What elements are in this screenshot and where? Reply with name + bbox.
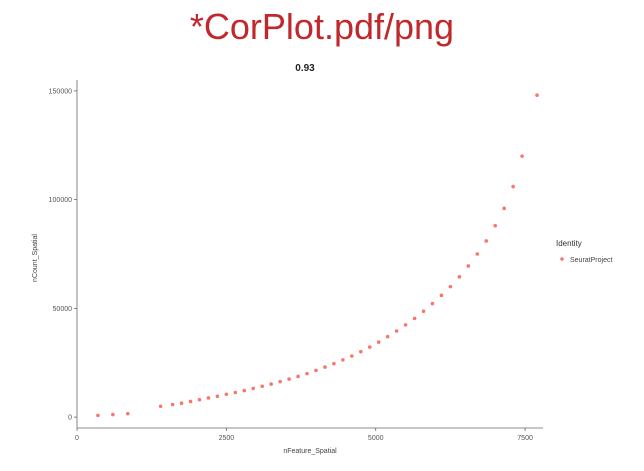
data-point — [385, 334, 390, 339]
x-axis-ticks: 0 2500 5000 7500 — [75, 428, 533, 442]
y-tick-label: 0 — [68, 415, 72, 422]
data-point — [242, 388, 247, 393]
data-point — [394, 329, 399, 333]
data-point — [287, 377, 291, 381]
data-point — [170, 402, 175, 407]
data-points — [96, 93, 539, 418]
data-point — [358, 349, 363, 354]
data-point — [520, 154, 524, 158]
y-axis-ticks: 0 50000 100000 150000 — [49, 88, 77, 422]
data-point — [439, 293, 444, 298]
data-point — [158, 404, 163, 409]
data-point — [376, 340, 381, 344]
data-point — [125, 411, 130, 416]
data-point — [535, 93, 539, 98]
data-point — [350, 354, 354, 358]
data-point — [367, 345, 372, 349]
data-point — [296, 374, 300, 379]
data-point — [179, 401, 184, 406]
slide-title: *CorPlot.pdf/png — [189, 6, 455, 47]
data-point — [341, 358, 345, 362]
data-point — [197, 397, 202, 402]
y-axis-label: nCount_Spatial — [32, 234, 39, 282]
data-point — [323, 365, 327, 369]
data-point — [457, 275, 462, 279]
data-point — [269, 382, 273, 386]
legend-label-seuratproject: SeuratProject — [570, 257, 612, 264]
data-point — [493, 223, 498, 228]
data-point — [484, 239, 489, 243]
data-point — [403, 323, 408, 327]
legend-key-swatch — [560, 257, 564, 261]
data-point — [332, 361, 336, 366]
data-point — [111, 412, 115, 417]
data-point — [96, 413, 100, 418]
data-point — [466, 264, 471, 268]
data-point — [305, 371, 309, 376]
y-tick-label: 100000 — [49, 197, 72, 204]
data-point — [421, 309, 426, 314]
data-point — [412, 316, 417, 321]
y-tick-label: 50000 — [53, 306, 73, 313]
legend: Identity SeuratProject — [556, 239, 612, 264]
data-point — [260, 384, 265, 389]
data-point — [215, 394, 220, 399]
x-axis-label: nFeature_Spatial — [283, 448, 337, 455]
x-tick-label: 5000 — [368, 435, 384, 442]
data-point — [188, 399, 193, 404]
data-point — [448, 284, 453, 289]
data-point — [206, 396, 211, 400]
data-point — [314, 368, 318, 373]
x-tick-label: 0 — [75, 435, 79, 442]
data-point — [233, 390, 238, 395]
x-tick-label: 7500 — [517, 435, 533, 442]
data-point — [511, 184, 515, 189]
data-point — [278, 379, 282, 384]
data-point — [251, 386, 256, 391]
x-tick-label: 2500 — [219, 435, 235, 442]
data-point — [224, 392, 229, 397]
legend-title: Identity — [556, 239, 582, 248]
data-point — [475, 252, 480, 256]
data-point — [502, 206, 506, 211]
plot-title: 0.93 — [295, 63, 315, 74]
data-point — [430, 301, 435, 306]
y-tick-label: 150000 — [49, 88, 72, 95]
